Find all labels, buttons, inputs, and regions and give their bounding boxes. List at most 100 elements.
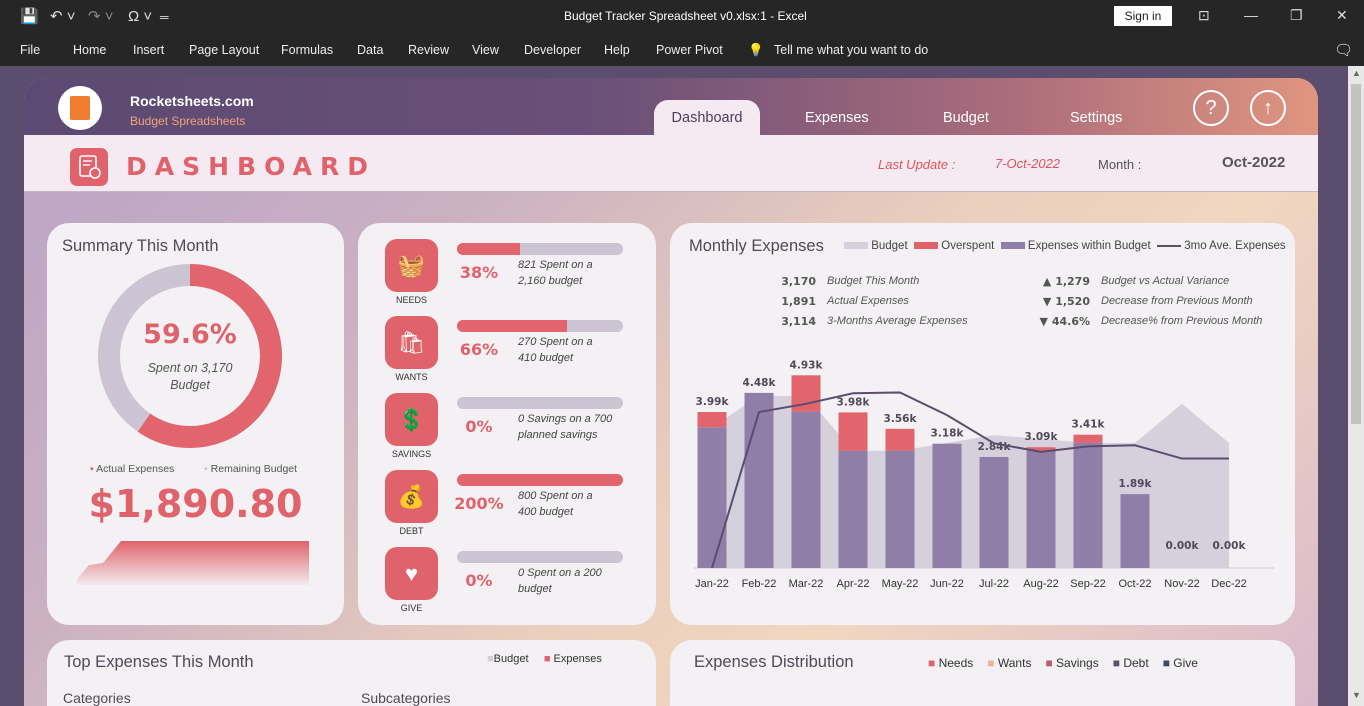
category-label: NEEDS: [395, 295, 427, 305]
bar-within-budget: [697, 427, 727, 568]
menu-review[interactable]: Review: [408, 43, 449, 57]
bar-within-budget: [932, 443, 962, 568]
x-tick-label: Nov-22: [1164, 578, 1199, 590]
bar-data-label: 3.99k: [696, 396, 730, 408]
stat-value: ▲ 1,279: [1042, 275, 1090, 288]
menu-insert[interactable]: Insert: [133, 43, 165, 57]
legend-3mo-average: 3mo Ave. Expenses: [1184, 240, 1286, 252]
x-tick-label: Oct-22: [1118, 578, 1151, 590]
tell-me-search[interactable]: Tell me what you want to do: [774, 43, 929, 57]
menu-view[interactable]: View: [472, 43, 499, 57]
worksheet: Rocketsheets.com Budget Spreadsheets Das…: [0, 66, 1348, 706]
comments-icon[interactable]: 🗨: [1334, 42, 1354, 59]
dashboard-header: Rocketsheets.com Budget Spreadsheets Das…: [24, 78, 1318, 135]
last-update-label: Last Update :: [878, 157, 956, 172]
menu-file[interactable]: File: [20, 43, 41, 57]
category-detail-2: 400 budget: [518, 506, 574, 518]
menu-data[interactable]: Data: [357, 43, 384, 57]
legend-remaining-label: Remaining Budget: [210, 463, 298, 475]
menu-home[interactable]: Home: [73, 43, 107, 57]
expenses-distribution-card: Expenses Distribution ■ Needs ■ Wants ■ Sa…: [670, 640, 1295, 706]
vertical-scrollbar[interactable]: ▲ ▼: [1348, 66, 1364, 706]
category-bar-fill: [457, 243, 521, 255]
menu-power-pivot[interactable]: Power Pivot: [656, 43, 723, 57]
ribbon-display-icon[interactable]: ⊡: [1198, 7, 1210, 23]
tab-dashboard[interactable]: Dashboard: [654, 100, 760, 135]
window-title: Budget Tracker Spreadsheet v0.xlsx:1 - E…: [564, 9, 807, 23]
dist-legend-item: ■ Give: [1162, 656, 1198, 670]
save-icon[interactable]: 💾: [20, 8, 39, 25]
category-detail-2: planned savings: [518, 429, 598, 441]
x-tick-label: Apr-22: [836, 578, 869, 590]
bar-within-budget: [1073, 442, 1103, 568]
categories-card: 🧺 NEEDS 38% 821 Spent on a 2,160 budget 🛍 WANT…: [358, 223, 656, 625]
dist-legend-item: ■ Needs: [928, 656, 974, 670]
top-expenses-card: Top Expenses This Month ■Budget ■ Expens…: [47, 640, 656, 706]
bar-data-label: 0.00k: [1166, 540, 1200, 552]
bar-data-label: 4.48k: [743, 377, 777, 389]
redo-icon[interactable]: ↷ ˅: [88, 8, 114, 25]
category-detail-1: 270 Spent on a: [518, 336, 593, 348]
bar-data-label: 3.56k: [884, 413, 918, 425]
menu-page-layout[interactable]: Page Layout: [189, 43, 260, 57]
bar-within-budget: [885, 450, 915, 568]
last-update-date: 7-Oct-2022: [995, 156, 1061, 171]
tab-budget[interactable]: Budget: [943, 110, 989, 126]
bar-overspent: [1073, 434, 1103, 443]
category-detail-2: 410 budget: [518, 352, 574, 364]
category-row: 🛍 WANTS 66% 270 Spent on a 410 budget: [358, 314, 656, 391]
donut-actual-arc: [98, 264, 282, 448]
minimize-icon[interactable]: —: [1244, 7, 1258, 23]
menu-help[interactable]: Help: [604, 43, 630, 57]
bar-overspent: [838, 412, 868, 451]
dashboard-icon: [70, 148, 108, 186]
top-legend-budget: Budget: [493, 653, 529, 665]
bar-data-label: 4.93k: [790, 359, 824, 371]
undo-icon[interactable]: ↶ ˅: [50, 8, 76, 25]
top-legend-expenses: Expenses: [553, 653, 602, 665]
category-bar: [457, 397, 623, 409]
customize-icon[interactable]: ═: [160, 10, 169, 24]
summary-total: $1,890.80: [88, 482, 303, 526]
sign-in-button[interactable]: Sign in: [1114, 6, 1172, 26]
month-selector[interactable]: Oct-2022: [1222, 154, 1286, 171]
bar-data-label: 3.09k: [1025, 431, 1059, 443]
legend-within-budget: Expenses within Budget: [1027, 240, 1151, 252]
stat-label: Actual Expenses: [827, 295, 909, 307]
category-bar: [457, 243, 623, 255]
stat-value: ▼ 1,520: [1042, 295, 1090, 308]
dist-legend-label: Savings: [1056, 656, 1099, 670]
scrollbar-thumb[interactable]: [1351, 84, 1361, 424]
summary-title: Summary This Month: [62, 237, 219, 255]
bar-data-label: 3.18k: [931, 428, 965, 440]
distribution-legend: ■ Needs ■ Wants ■ Savings ■ Debt ■ Give: [928, 656, 1212, 670]
x-tick-label: Feb-22: [742, 578, 777, 590]
summary-sparkline: [77, 541, 309, 585]
menu-formulas[interactable]: Formulas: [281, 43, 334, 57]
omega-icon[interactable]: Ω ˅: [128, 8, 153, 25]
category-bar-fill: [457, 320, 567, 332]
tab-settings[interactable]: Settings: [1070, 110, 1123, 126]
category-percent: 38%: [459, 263, 499, 282]
help-icon[interactable]: ?: [1193, 90, 1229, 126]
bar-overspent: [1026, 447, 1056, 451]
scroll-down-arrow-icon[interactable]: ▼: [1352, 690, 1361, 700]
restore-icon[interactable]: ❐: [1290, 7, 1303, 23]
scroll-up-icon[interactable]: ↑: [1250, 90, 1286, 126]
summary-caption-1: Spent on 3,170: [147, 361, 233, 375]
scroll-up-arrow-icon[interactable]: ▲: [1352, 68, 1361, 78]
category-row: 🧺 NEEDS 38% 821 Spent on a 2,160 budget: [358, 237, 656, 314]
bar-data-label: 0.00k: [1213, 540, 1247, 552]
dist-legend-label: Wants: [997, 656, 1032, 670]
summary-caption-2: Budget: [170, 378, 210, 392]
monthly-legend: Budget Overspent Expenses within Budget …: [844, 240, 1286, 252]
menu-developer[interactable]: Developer: [524, 43, 581, 57]
tab-expenses[interactable]: Expenses: [805, 110, 869, 126]
category-detail-1: 800 Spent on a: [518, 490, 593, 502]
category-detail-1: 0 Spent on a 200: [518, 567, 602, 579]
bar-within-budget: [1026, 450, 1056, 568]
monthly-expenses-chart: 3.99k Jan-22 4.48k Feb-22 4.93k Mar-22 3.98k Ap…: [694, 359, 1274, 590]
x-tick-label: Jun-22: [930, 578, 964, 590]
category-bar: [457, 320, 623, 332]
close-icon[interactable]: ✕: [1336, 7, 1348, 23]
